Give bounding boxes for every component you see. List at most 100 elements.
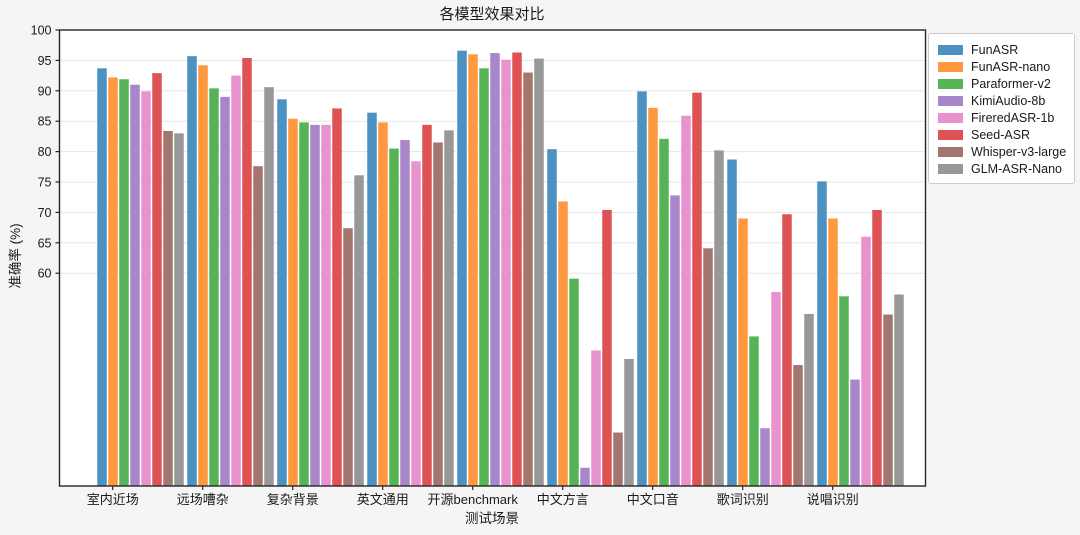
bar-Seed-ASR-复杂背景 [332,108,342,486]
bar-KimiAudio-8b-中文方言 [580,467,590,486]
bar-Whisper-v3-large-室内近场 [163,130,173,487]
legend-label: KimiAudio-8b [971,93,1046,108]
bar-Paraformer-v2-中文口音 [659,138,669,486]
x-axis-label: 测试场景 [465,511,519,526]
bar-FireredASR-1b-说唱识别 [861,236,871,486]
legend-swatch-icon [938,163,963,174]
legend-swatch-icon [938,61,963,72]
bar-Seed-ASR-中文方言 [602,209,612,486]
bar-Whisper-v3-large-英文通用 [433,142,443,487]
bar-Whisper-v3-large-中文口音 [703,248,713,486]
bar-KimiAudio-8b-歌词识别 [760,428,770,486]
bar-Whisper-v3-large-远场嘈杂 [253,166,263,486]
bar-GLM-ASR-Nano-说唱识别 [894,294,904,486]
bar-Seed-ASR-远场嘈杂 [242,57,252,487]
legend-item-KimiAudio-8b: KimiAudio-8b [938,92,1065,109]
x-tick-label: 复杂背景 [267,492,319,507]
legend-item-Seed-ASR: Seed-ASR [938,126,1065,143]
bar-Whisper-v3-large-说唱识别 [883,314,893,486]
axes-spines [58,29,927,487]
bar-FunASR-中文口音 [637,91,647,487]
bar-Whisper-v3-large-复杂背景 [343,228,353,486]
y-tick-label: 85 [38,115,52,129]
legend-swatch-icon [938,146,963,157]
bar-Seed-ASR-说唱识别 [872,209,882,486]
y-tick-label: 100 [31,24,52,38]
y-tick-label: 65 [38,236,52,250]
bar-KimiAudio-8b-室内近场 [130,84,140,486]
legend-swatch-icon [938,129,963,140]
y-tick-label: 80 [38,145,52,159]
x-tick-label: 开源benchmark [428,492,519,507]
legend-item-Whisper-v3-large: Whisper-v3-large [938,143,1066,160]
bar-FunASR-nano-说唱识别 [828,218,838,487]
bar-GLM-ASR-Nano-英文通用 [444,130,454,486]
bar-GLM-ASR-Nano-室内近场 [174,133,184,487]
bar-FunASR-歌词识别 [727,159,737,486]
bar-FunASR-开源benchmark [457,50,467,487]
bar-GLM-ASR-Nano-开源benchmark [534,58,544,487]
legend-swatch-icon [938,44,963,55]
bar-Seed-ASR-中文口音 [692,92,702,487]
y-tick-label: 70 [38,206,52,220]
bar-FunASR-说唱识别 [817,181,827,486]
bar-FireredASR-1b-远场嘈杂 [231,75,241,486]
bar-Whisper-v3-large-开源benchmark [523,72,533,486]
bar-Whisper-v3-large-中文方言 [613,432,623,486]
bar-GLM-ASR-Nano-远场嘈杂 [264,87,274,486]
legend-swatch-icon [938,112,963,123]
y-tick-label: 95 [38,54,52,68]
legend-item-Paraformer-v2: Paraformer-v2 [938,75,1065,92]
x-tick-label: 中文方言 [537,492,589,507]
bar-Paraformer-v2-远场嘈杂 [209,88,219,487]
bar-FunASR-nano-远场嘈杂 [198,65,208,486]
x-tick-label: 室内近场 [87,492,139,507]
legend-item-FireredASR-1b: FireredASR-1b [938,109,1065,126]
x-tick-label: 说唱识别 [807,492,859,507]
chart-title: 各模型效果对比 [439,6,545,23]
x-tick-label: 歌词识别 [717,492,769,507]
legend-label: FunASR-nano [971,59,1051,74]
legend-label: Paraformer-v2 [971,76,1051,91]
bar-Paraformer-v2-开源benchmark [479,68,489,486]
legend-label: FireredASR-1b [971,110,1055,125]
legend-item-FunASR-nano: FunASR-nano [938,58,1065,75]
bar-Paraformer-v2-中文方言 [569,278,579,486]
legend-label: FunASR [971,42,1019,57]
bar-FireredASR-1b-中文口音 [681,115,691,486]
bar-KimiAudio-8b-远场嘈杂 [220,96,230,486]
y-tick-label: 75 [38,176,52,190]
bar-KimiAudio-8b-中文口音 [670,195,680,486]
x-tick-label: 英文通用 [357,492,409,507]
bar-GLM-ASR-Nano-中文方言 [624,358,634,486]
legend-item-FunASR: FunASR [938,41,1065,58]
legend: FunASR FunASR-nano Paraformer-v2 KimiAudio-… [928,33,1075,184]
bar-FireredASR-1b-中文方言 [591,350,601,486]
legend-label: GLM-ASR-Nano [971,161,1062,176]
bar-FunASR-nano-中文口音 [648,107,658,486]
y-tick-label: 90 [38,84,52,98]
legend-label: Seed-ASR [971,127,1031,142]
bar-FireredASR-1b-室内近场 [141,91,151,487]
bar-FireredASR-1b-复杂背景 [321,124,331,487]
bar-FunASR-nano-室内近场 [108,77,118,486]
y-tick-label: 60 [38,267,52,281]
bar-FunASR-复杂背景 [277,99,287,486]
bar-FireredASR-1b-歌词识别 [771,292,781,486]
bar-Seed-ASR-英文通用 [422,124,432,487]
bar-Seed-ASR-开源benchmark [512,52,522,486]
bar-KimiAudio-8b-英文通用 [400,140,410,486]
bar-FunASR-nano-中文方言 [558,201,568,486]
bar-FunASR-室内近场 [97,68,107,486]
bar-FireredASR-1b-开源benchmark [501,59,511,487]
bar-FunASR-nano-开源benchmark [468,54,478,486]
legend-swatch-icon [938,78,963,89]
bar-GLM-ASR-Nano-歌词识别 [804,313,814,486]
bar-KimiAudio-8b-说唱识别 [850,379,860,486]
bar-GLM-ASR-Nano-中文口音 [714,150,724,486]
legend-swatch-icon [938,95,963,106]
bar-KimiAudio-8b-开源benchmark [490,53,500,486]
bar-Paraformer-v2-复杂背景 [299,122,309,486]
bar-GLM-ASR-Nano-复杂背景 [354,175,364,486]
x-tick-label: 中文口音 [627,492,679,507]
